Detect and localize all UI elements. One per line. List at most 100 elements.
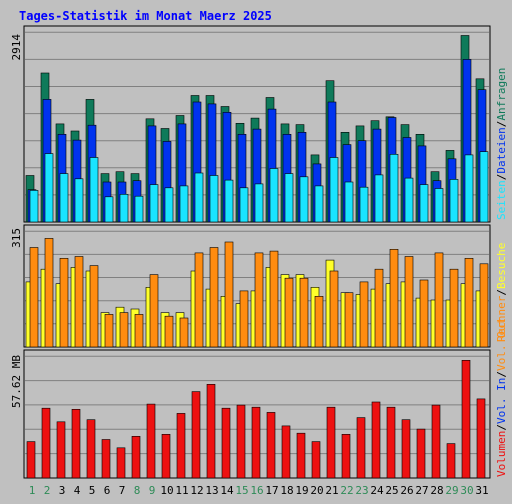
bar-volumen-day-8 (131, 435, 141, 479)
legend-top: Seiten/Dateien/Anfragen (495, 68, 508, 220)
bar-volumen-day-1 (26, 441, 36, 479)
bar-rechner-day-16 (254, 252, 264, 348)
x-label-day-24: 24 (370, 484, 384, 497)
x-label-day-2: 2 (44, 484, 51, 497)
bar-volumen-day-10 (161, 433, 171, 479)
bar-rechner-day-21 (329, 270, 339, 348)
bar-seiten-day-24 (374, 174, 384, 223)
bar-seiten-day-16 (254, 183, 264, 223)
bar-seiten-day-10 (164, 187, 174, 223)
middle-y-tick-label: 315 (10, 228, 23, 248)
bar-volumen-day-26 (401, 419, 411, 479)
bar-volumen-day-31 (476, 398, 486, 479)
bar-seiten-day-21 (329, 157, 339, 223)
legend-separator: / (495, 121, 508, 128)
x-label-day-9: 9 (149, 484, 156, 497)
legend-dateien: Dateien (495, 127, 508, 173)
bar-rechner-day-1 (29, 247, 39, 348)
bar-seiten-day-2 (44, 153, 54, 223)
legend-separator: / (495, 424, 508, 431)
x-label-day-8: 8 (134, 484, 141, 497)
x-label-day-29: 29 (445, 484, 458, 497)
bar-volumen-day-24 (371, 401, 381, 479)
bar-rechner-day-27 (419, 279, 429, 348)
legend-seiten: Seiten (495, 180, 508, 220)
bar-volumen-day-6 (101, 439, 111, 479)
x-label-day-13: 13 (205, 484, 218, 497)
bar-seiten-day-18 (284, 173, 294, 223)
bar-rechner-day-9 (149, 274, 159, 348)
x-label-day-27: 27 (415, 484, 428, 497)
bar-seiten-day-17 (269, 168, 279, 223)
svg-text:Volumen/Vol. In/Vol. Out: Volumen/Vol. In/Vol. Out (495, 318, 508, 477)
x-label-day-30: 30 (460, 484, 473, 497)
x-label-day-25: 25 (385, 484, 398, 497)
bar-seiten-day-29 (449, 179, 459, 223)
bar-rechner-day-4 (74, 256, 84, 348)
bar-rechner-day-11 (179, 317, 189, 348)
bar-volumen-day-30 (461, 359, 471, 479)
legend-vol-in: Vol. In (495, 378, 508, 424)
bar-volumen-day-4 (71, 408, 81, 479)
x-label-day-7: 7 (119, 484, 126, 497)
x-label-day-5: 5 (89, 484, 96, 497)
bar-volumen-day-2 (41, 407, 51, 479)
svg-text:Rechner/Besuche: Rechner/Besuche (495, 243, 508, 342)
bar-volumen-day-13 (206, 383, 216, 479)
x-label-day-21: 21 (325, 484, 338, 497)
bar-rechner-day-2 (44, 238, 54, 348)
bar-volumen-day-23 (356, 417, 366, 479)
bar-rechner-day-17 (269, 250, 279, 348)
x-label-day-15: 15 (235, 484, 248, 497)
bar-volumen-day-9 (146, 403, 156, 479)
bar-rechner-day-14 (224, 241, 234, 348)
bar-volumen-day-12 (191, 391, 201, 479)
x-label-day-14: 14 (220, 484, 234, 497)
bar-rechner-day-7 (119, 312, 129, 348)
bar-seiten-day-31 (479, 151, 489, 223)
bar-seiten-day-15 (239, 187, 249, 223)
bar-rechner-day-30 (464, 257, 474, 348)
bar-seiten-day-4 (74, 178, 84, 223)
bar-rechner-day-29 (449, 268, 459, 348)
x-label-day-16: 16 (250, 484, 263, 497)
legend-volumen: Volumen (495, 431, 508, 477)
bar-seiten-day-6 (104, 196, 114, 223)
legend-middle: Rechner/Besuche (495, 243, 508, 342)
chart-panels (23, 25, 491, 479)
x-label-day-20: 20 (310, 484, 323, 497)
bar-volumen-day-14 (221, 407, 231, 479)
bar-volumen-day-3 (56, 421, 66, 479)
bar-rechner-day-20 (314, 295, 324, 348)
bar-volumen-day-7 (116, 447, 126, 479)
bottom-y-tick-label: 57.62 MB (10, 355, 23, 408)
bar-rechner-day-18 (284, 277, 294, 348)
x-label-day-4: 4 (74, 484, 81, 497)
legend-bottom: Volumen/Vol. In/Vol. Out (495, 318, 508, 477)
bar-volumen-day-18 (281, 425, 291, 479)
bar-seiten-day-3 (59, 173, 69, 223)
x-label-day-23: 23 (355, 484, 368, 497)
legend-besuche: Besuche (495, 243, 508, 289)
bar-volumen-day-11 (176, 413, 186, 479)
bar-rechner-day-15 (239, 290, 249, 348)
bar-seiten-day-20 (314, 185, 324, 223)
x-label-day-22: 22 (340, 484, 353, 497)
bar-volumen-day-5 (86, 419, 96, 479)
bar-seiten-day-12 (194, 172, 204, 223)
x-label-day-12: 12 (190, 484, 203, 497)
bar-volumen-day-25 (386, 406, 396, 479)
bar-rechner-day-19 (299, 277, 309, 348)
bar-seiten-day-7 (119, 194, 129, 223)
x-label-day-18: 18 (280, 484, 293, 497)
bar-seiten-day-30 (464, 154, 474, 223)
bar-volumen-day-16 (251, 406, 261, 479)
bar-rechner-day-26 (404, 256, 414, 348)
bar-seiten-day-9 (149, 184, 159, 223)
legend-anfragen: Anfragen (495, 68, 508, 121)
x-label-day-10: 10 (160, 484, 173, 497)
bar-rechner-day-22 (344, 292, 354, 348)
bar-seiten-day-28 (434, 188, 444, 223)
